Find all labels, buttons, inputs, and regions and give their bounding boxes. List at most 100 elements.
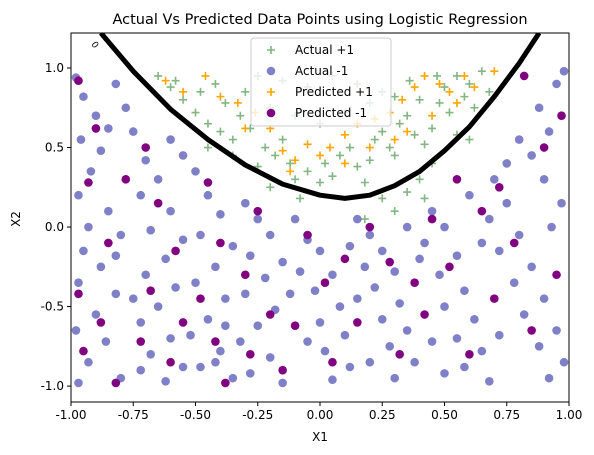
data-point [402,326,412,335]
data-point [111,251,121,260]
data-point [121,175,131,184]
decision-boundary [98,33,542,201]
data-point [236,337,245,346]
data-point [353,318,362,327]
series-actual-1 [71,66,569,388]
chart-title: Actual Vs Predicted Data Points using Lo… [112,12,527,28]
data-point [295,267,305,276]
legend-item: Actual -1 [266,64,348,78]
data-point [241,270,250,280]
data-point [519,310,529,319]
data-point [452,334,462,343]
x-axis: -1.00 -0.75 -0.50 -0.25 0.00 0.25 0.50 0.75 1.00 [55,402,582,422]
data-point [141,155,150,165]
data-point [552,79,561,89]
data-point [470,83,479,92]
y-tick-label: -0.5 [41,300,64,314]
data-point [228,373,238,383]
data-point [245,369,255,378]
data-point [245,251,255,260]
data-point [445,262,454,272]
data-point [452,98,461,107]
data-point [178,362,188,372]
data-point [485,87,494,96]
data-point [196,362,205,372]
data-point [433,71,442,80]
data-point [221,294,230,303]
data-point [398,95,407,104]
data-point [452,175,462,184]
data-point [365,143,374,152]
data-point [415,95,424,104]
data-point [291,156,300,165]
data-point [216,127,225,136]
data-point [111,378,121,388]
data-point [315,318,325,327]
data-point [141,270,150,280]
data-point [286,159,295,168]
data-point [271,151,280,160]
data-point [211,357,220,367]
data-point [445,87,454,96]
data-point [96,318,106,327]
data-point [211,262,220,272]
data-point [405,76,414,85]
data-point [544,373,554,383]
data-point [460,71,469,80]
data-point [320,159,329,168]
data-point [236,111,245,120]
legend-label: Predicted +1 [295,85,373,99]
data-point [154,71,163,80]
data-point [345,362,355,372]
data-point [121,103,131,113]
data-point [253,206,263,216]
data-point [385,257,395,267]
data-point [365,222,375,232]
data-point [502,198,512,208]
data-point [104,124,113,133]
x-tick-label: 0.00 [307,408,334,422]
legend-marker [266,108,276,118]
data-point [378,127,387,136]
data-point [179,95,188,104]
data-point [559,357,569,367]
data-point [104,206,113,216]
data-point [245,349,255,359]
data-point [440,302,449,311]
data-point [395,349,404,359]
data-point [415,254,424,264]
data-point [390,267,400,276]
data-point [320,346,330,356]
legend-item: Actual +1 [267,43,354,57]
data-point [509,278,519,288]
data-point [360,178,369,187]
x-tick-label: 0.75 [493,408,520,422]
data-point [221,321,230,330]
data-point [221,98,230,107]
x-axis-label: X1 [312,430,328,444]
data-point [241,124,250,133]
data-point [427,206,437,216]
legend-label: Actual -1 [295,64,348,78]
data-point [519,71,529,81]
data-point [345,241,355,251]
data-point [228,135,237,144]
data-point [428,124,437,133]
data-point [290,321,300,330]
data-point [290,214,300,224]
data-point [104,238,113,248]
data-point [128,127,138,136]
data-point [253,321,263,330]
data-point [74,278,83,288]
data-point [203,314,213,324]
legend-item: Predicted -1 [266,106,367,120]
data-point [203,119,212,128]
data-point [420,310,429,319]
data-point [216,238,225,248]
data-point [161,377,170,386]
data-point [415,175,424,184]
data-point [340,159,349,168]
data-point [191,108,200,117]
data-point [303,230,312,240]
data-point [241,87,250,96]
